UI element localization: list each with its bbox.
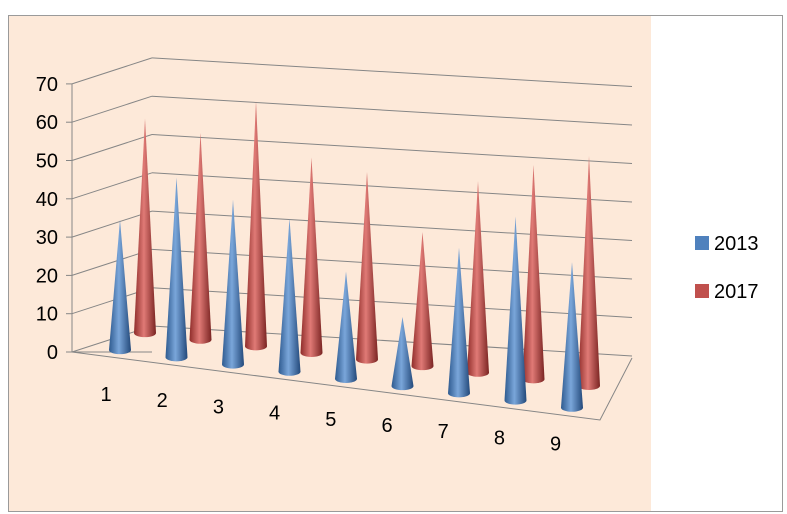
cone-2013-3 — [222, 199, 244, 369]
x-tick-label: 2 — [157, 390, 168, 412]
cone-2017-8 — [522, 164, 545, 384]
gridline-back-20 — [151, 248, 633, 280]
cone-body — [467, 181, 489, 377]
cone-body — [165, 177, 188, 362]
gridline-side-30 — [71, 210, 153, 238]
y-tick-label: 10 — [36, 304, 58, 326]
legend-swatch-2013 — [695, 236, 709, 250]
cone-2017-3 — [245, 101, 267, 351]
plot-area — [9, 16, 651, 511]
gridline-back-70 — [151, 57, 633, 87]
cone-2017-2 — [189, 132, 212, 344]
legend-area — [651, 16, 782, 511]
cone-2013-7 — [448, 247, 470, 398]
cone-2017-4 — [300, 157, 323, 357]
cone-2013-2 — [165, 177, 188, 362]
gridline-back-50 — [151, 134, 633, 164]
cone-2017-5 — [356, 171, 378, 364]
cone-2013-1 — [109, 219, 131, 355]
gridline-side-50 — [71, 134, 153, 161]
cone-body — [578, 156, 600, 390]
y-tick-label: 70 — [36, 74, 58, 96]
x-tick-label: 6 — [381, 415, 392, 437]
cone-2013-9 — [561, 262, 583, 412]
cone-body — [522, 164, 545, 384]
y-tick-label: 60 — [36, 112, 58, 134]
cone-body — [504, 216, 527, 405]
y-tick-label: 40 — [36, 189, 58, 211]
gridline-back-30 — [151, 210, 633, 241]
cone-2017-9 — [578, 156, 600, 390]
cone-body — [222, 199, 244, 369]
gridline-back-60 — [151, 95, 633, 126]
y-tick-label: 0 — [47, 342, 58, 364]
cone-2013-6 — [391, 317, 414, 391]
y-tick-label: 20 — [36, 265, 58, 287]
floor-front-edge — [71, 351, 633, 421]
x-tick-label: 9 — [550, 434, 561, 456]
cone-2017-1 — [134, 118, 156, 338]
cone-2013-8 — [504, 216, 527, 405]
gridline-back-10 — [151, 287, 633, 318]
y-tick-label: 30 — [36, 227, 58, 249]
x-tick-label: 3 — [213, 396, 224, 418]
gridline-side-60 — [71, 95, 153, 123]
cone-2013-5 — [335, 271, 357, 383]
y-tick-label: 50 — [36, 151, 58, 173]
legend-swatch-2017 — [695, 284, 709, 298]
cone-body — [356, 171, 378, 364]
cone-body — [300, 157, 323, 357]
x-tick-label: 1 — [100, 384, 111, 406]
gridline-back-40 — [151, 172, 633, 203]
cone-body — [109, 219, 131, 355]
x-tick-label: 8 — [494, 427, 505, 449]
cone-body — [391, 317, 414, 391]
cone-body — [561, 262, 583, 412]
cone-2017-7 — [467, 181, 489, 377]
cone-2017-6 — [411, 231, 434, 371]
cone-body — [245, 101, 267, 351]
cone-2013-4 — [278, 218, 301, 376]
cone-body — [335, 271, 357, 383]
gridline-side-40 — [71, 172, 153, 200]
legend-label-2017: 2017 — [714, 281, 759, 303]
legend-label-2013: 2013 — [714, 233, 759, 255]
x-tick-label: 7 — [438, 421, 449, 443]
cone-body — [134, 118, 156, 338]
x-tick-label: 5 — [325, 409, 336, 431]
cone-body — [448, 247, 470, 398]
cone-body — [189, 132, 212, 344]
cone-body — [411, 231, 434, 371]
gridline-side-70 — [71, 57, 153, 85]
cone-body — [278, 218, 301, 376]
x-tick-label: 4 — [269, 403, 280, 425]
